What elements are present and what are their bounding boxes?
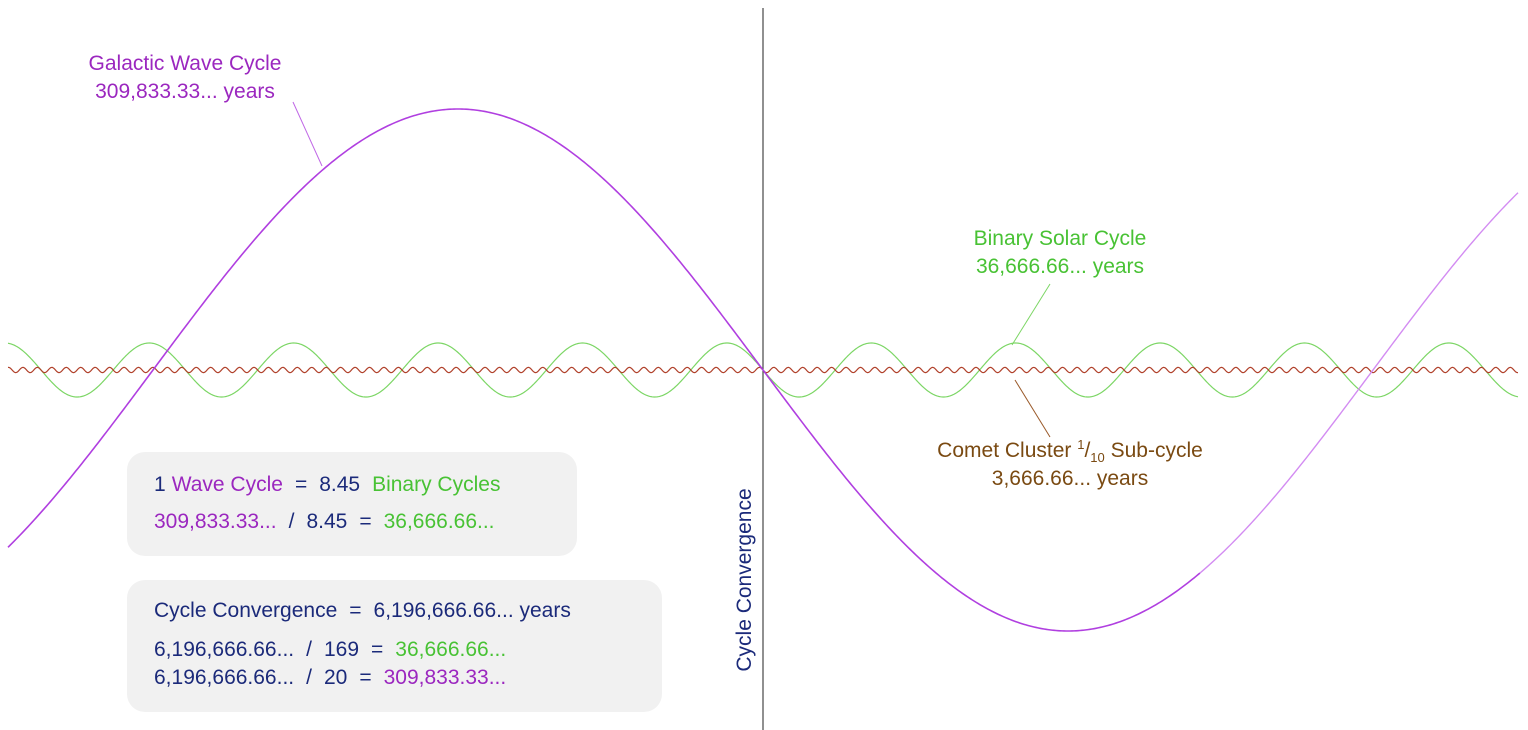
convergence-result-binary: 36,666.66...	[395, 638, 507, 661]
comet-cluster-period: 3,666.66... years	[991, 467, 1149, 490]
galactic-wave-title: Galactic Wave Cycle	[88, 52, 282, 75]
ratio-binary-label: Binary Cycles	[372, 473, 501, 496]
convergence-divisor-20: 20	[323, 666, 348, 689]
binary-solar-label: Binary Solar Cycle 36,666.66... years	[945, 225, 1175, 281]
ratio-value: 8.45	[319, 473, 361, 496]
comet-fraction-numerator: 1	[1077, 437, 1085, 452]
convergence-equals-3: =	[359, 666, 372, 689]
cycle-convergence-axis-text: Cycle Convergence	[733, 488, 756, 672]
binary-solar-title: Binary Solar Cycle	[973, 227, 1147, 250]
comet-cluster-title: Comet Cluster 1/10 Sub-cycle	[905, 437, 1235, 465]
comet-fraction-slash: /	[1084, 439, 1091, 462]
ratio-divisor: 8.45	[306, 510, 348, 533]
ratio-divide: /	[288, 510, 295, 533]
convergence-result-galactic: 309,833.33...	[383, 666, 507, 689]
galactic-wave-continuation	[1199, 192, 1519, 574]
convergence-value: 6,196,666.66... years	[373, 599, 571, 622]
cycle-convergence-box: Cycle Convergence = 6,196,666.66... years …	[127, 580, 662, 712]
convergence-line-3: 6,196,666.66... / 20 = 309,833.33...	[154, 665, 506, 691]
comet-title-prefix: Comet Cluster	[937, 439, 1078, 462]
convergence-divisor-169: 169	[323, 638, 360, 661]
galactic-wave-period: 309,833.33... years	[95, 80, 275, 103]
ratio-binary-years: 36,666.66...	[383, 510, 495, 533]
convergence-label: Cycle Convergence	[154, 599, 338, 622]
ratio-wave-years: 309,833.33...	[154, 510, 277, 533]
comet-fraction-denominator: 10	[1090, 450, 1105, 466]
convergence-divide-2: /	[306, 666, 312, 689]
convergence-line-1: Cycle Convergence = 6,196,666.66... years	[154, 598, 571, 624]
comet-cluster-label: Comet Cluster 1/10 Sub-cycle 3,666.66...…	[905, 437, 1235, 493]
binary-solar-period: 36,666.66... years	[975, 255, 1145, 278]
galactic-wave	[7, 108, 1201, 632]
convergence-equals: =	[349, 599, 362, 622]
ratio-line-1: 1 Wave Cycle = 8.45 Binary Cycles	[154, 472, 500, 498]
convergence-line-2: 6,196,666.66... / 169 = 36,666.66...	[154, 637, 506, 663]
convergence-total-2: 6,196,666.66...	[154, 666, 295, 689]
binary-leader-line	[1011, 283, 1051, 346]
convergence-divide-1: /	[306, 638, 312, 661]
ratio-count: 1	[154, 473, 166, 496]
comet-title-suffix: Sub-cycle	[1104, 439, 1203, 462]
convergence-total-1: 6,196,666.66...	[154, 638, 295, 661]
ratio-wave-label: Wave Cycle	[171, 473, 283, 496]
ratio-equals-2: =	[359, 510, 372, 533]
galactic-wave-label: Galactic Wave Cycle 309,833.33... years	[60, 50, 310, 106]
wave-binary-ratio-box: 1 Wave Cycle = 8.45 Binary Cycles 309,833.33…	[127, 452, 577, 556]
ratio-equals: =	[294, 473, 308, 496]
comet-leader-line	[1014, 379, 1051, 438]
galactic-leader-line	[292, 101, 323, 167]
convergence-equals-2: =	[371, 638, 384, 661]
ratio-line-2: 309,833.33... / 8.45 = 36,666.66...	[154, 509, 495, 535]
